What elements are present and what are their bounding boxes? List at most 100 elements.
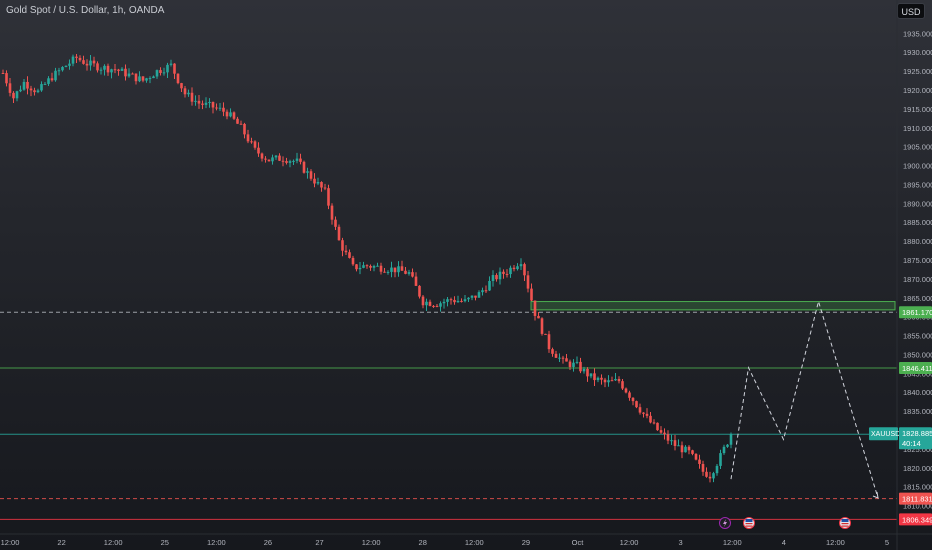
candle-body	[691, 450, 694, 454]
us-flag-event-icon[interactable]	[839, 517, 851, 529]
candle-body	[43, 83, 47, 85]
candle-body	[190, 92, 194, 102]
candle-body	[656, 422, 659, 431]
candle-body	[474, 295, 477, 298]
current-price-badge	[899, 427, 932, 450]
candle-body	[155, 70, 159, 77]
candle-body	[526, 275, 530, 289]
lightning-glyph	[723, 519, 727, 527]
candle-body	[390, 267, 393, 272]
candle-body	[418, 285, 421, 297]
x-tick-label: 27	[315, 538, 323, 547]
projection-arrowhead	[872, 491, 879, 499]
candle-body	[596, 377, 600, 381]
candle-body	[698, 459, 701, 464]
x-tick-label: 12:00	[465, 538, 484, 547]
candle-body	[383, 271, 386, 273]
candle-body	[572, 362, 575, 367]
candle-body	[26, 81, 29, 89]
candle-body	[397, 266, 400, 273]
candle-body	[617, 378, 621, 382]
candle-body	[519, 264, 523, 267]
candle-body	[19, 89, 22, 92]
candle-body	[264, 158, 267, 160]
candle-body	[348, 252, 351, 258]
candle-body	[187, 92, 190, 95]
candle-body	[64, 65, 68, 68]
flag-canton	[841, 519, 849, 522]
candle-body	[610, 380, 614, 382]
candle-body	[54, 70, 57, 81]
candle-body	[428, 301, 432, 306]
candle-body	[512, 267, 516, 270]
candle-body	[488, 280, 491, 291]
countdown-label: 40:14	[902, 439, 921, 448]
price-badge-label-resistance-dashed: 1861.170	[902, 308, 932, 317]
candle-body	[306, 171, 309, 173]
symbol-badge-label: XAUUSD	[871, 431, 900, 438]
candle-body	[110, 69, 113, 73]
candle-body	[159, 70, 162, 73]
candle-body	[152, 76, 155, 79]
candle-body	[71, 56, 75, 64]
candle-body	[687, 446, 691, 451]
candle-body	[180, 83, 183, 89]
candle-body	[61, 67, 64, 71]
candle-body	[404, 270, 407, 274]
candle-body	[33, 90, 36, 93]
y-tick-label: 1920.000	[903, 86, 932, 95]
candle-body	[659, 430, 663, 433]
candle-body	[666, 434, 670, 441]
candle-body	[341, 240, 344, 251]
candle-body	[183, 88, 187, 95]
y-tick-label: 1935.000	[903, 29, 932, 38]
candle-body	[232, 112, 236, 119]
candle-body	[267, 159, 271, 162]
supply-zone	[530, 301, 896, 311]
candle-body	[292, 160, 295, 162]
candle-body	[162, 72, 166, 74]
candle-body	[40, 84, 43, 91]
candle-body	[638, 407, 642, 413]
price-badge-low-line	[899, 513, 932, 526]
candle-body	[250, 141, 253, 143]
candle-body	[607, 380, 610, 383]
candle-body	[8, 83, 12, 93]
x-tick-label: Oct	[572, 538, 585, 547]
y-tick-label: 1875.000	[903, 256, 932, 265]
candle-body	[211, 101, 215, 108]
candle-body	[222, 107, 225, 112]
candle-body	[621, 381, 624, 389]
candle-body	[400, 266, 404, 271]
candle-body	[5, 73, 8, 84]
x-tick-label: 22	[57, 538, 65, 547]
flag-stripe	[841, 523, 849, 525]
candle-body	[169, 63, 173, 65]
candle-body	[120, 68, 124, 71]
candle-body	[495, 275, 498, 280]
x-tick-label: 5	[885, 538, 889, 547]
candle-body	[194, 100, 197, 102]
y-tick-label: 1870.000	[903, 275, 932, 284]
x-tick-label: 12:00	[826, 538, 845, 547]
candle-body	[642, 412, 645, 414]
y-tick-label: 1820.000	[903, 464, 932, 473]
price-badge-label-support-dashed: 1811.831	[902, 495, 932, 504]
candle-body	[141, 76, 145, 81]
us-flag-event-icon[interactable]	[743, 517, 755, 529]
candle-body	[47, 78, 50, 84]
candle-body	[260, 153, 264, 159]
price-badge-label-low-line: 1806.349	[902, 515, 932, 524]
candle-body	[530, 288, 533, 301]
candle-body	[439, 303, 442, 307]
y-tick-label: 1885.000	[903, 218, 932, 227]
candle-body	[173, 63, 176, 74]
x-tick-label: 12:00	[207, 538, 226, 547]
y-tick-label: 1865.000	[903, 294, 932, 303]
candle-body	[246, 134, 250, 142]
candle-body	[561, 357, 565, 359]
candle-body	[337, 226, 341, 241]
lightning-event-icon[interactable]	[719, 517, 731, 529]
candle-body	[467, 297, 470, 300]
